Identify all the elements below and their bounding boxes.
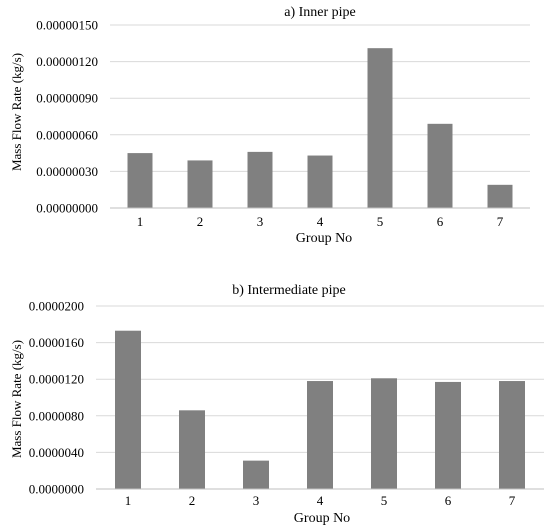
y-tick-label: 0.0000000: [29, 482, 84, 497]
y-tick-label: 0.0000200: [29, 299, 84, 314]
y-tick-label: 0.00000030: [36, 164, 98, 179]
x-axis-label: Group No: [296, 231, 352, 246]
chart-title: a) Inner pipe: [284, 5, 356, 20]
bar: [307, 381, 333, 489]
bar: [487, 184, 513, 208]
y-axis-label: Mass Flow Rate (kg/s): [9, 340, 24, 458]
bar: [427, 123, 453, 208]
y-tick-label: 0.0000040: [29, 445, 84, 460]
bar: [187, 160, 213, 208]
bar: [247, 151, 273, 208]
chart-title: b) Intermediate pipe: [232, 283, 346, 298]
x-tick-label: 4: [317, 493, 324, 508]
x-tick-label: 3: [257, 214, 264, 229]
bar: [499, 381, 525, 489]
x-tick-label: 6: [445, 493, 452, 508]
y-tick-label: 0.0000120: [29, 372, 84, 387]
bar: [179, 410, 205, 489]
x-tick-label: 7: [509, 493, 516, 508]
chart-panel-intermediate-pipe: b) Intermediate pipe Mass Flow Rate (kg/…: [9, 283, 544, 526]
x-tick-label: 1: [125, 493, 132, 508]
bar: [243, 460, 269, 489]
y-tick-label: 0.00000060: [36, 127, 98, 142]
y-tick-label: 0.00000120: [36, 54, 98, 69]
y-tick-label: 0.0000080: [29, 408, 84, 423]
y-tick-label: 0.00000150: [36, 18, 98, 33]
bar: [127, 153, 153, 208]
y-tick-label: 0.00000000: [36, 201, 98, 216]
y-tick-label: 0.0000160: [29, 335, 84, 350]
y-tick-label: 0.00000090: [36, 91, 98, 106]
x-tick-label: 5: [381, 493, 388, 508]
x-tick-label: 1: [137, 214, 144, 229]
x-tick-label: 4: [317, 214, 324, 229]
y-axis-label: Mass Flow Rate (kg/s): [9, 53, 24, 171]
bar: [371, 378, 397, 489]
x-tick-label: 7: [497, 214, 504, 229]
x-tick-label: 6: [437, 214, 444, 229]
bar: [115, 330, 141, 489]
chart-panel-inner-pipe: a) Inner pipe Mass Flow Rate (kg/s) 0.00…: [9, 5, 530, 246]
bar: [307, 155, 333, 208]
x-tick-label: 2: [189, 493, 196, 508]
bar: [367, 48, 393, 209]
bar: [435, 381, 461, 489]
x-tick-label: 2: [197, 214, 204, 229]
x-tick-label: 5: [377, 214, 384, 229]
x-axis-label: Group No: [294, 511, 350, 526]
x-tick-label: 3: [253, 493, 260, 508]
